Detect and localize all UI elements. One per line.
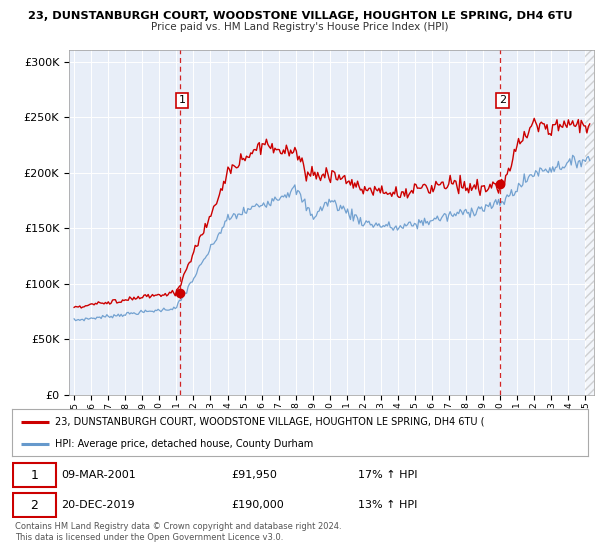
Text: 20-DEC-2019: 20-DEC-2019 bbox=[61, 500, 134, 510]
Text: 17% ↑ HPI: 17% ↑ HPI bbox=[358, 470, 417, 480]
Text: £91,950: £91,950 bbox=[231, 470, 277, 480]
Text: 09-MAR-2001: 09-MAR-2001 bbox=[61, 470, 136, 480]
Text: 2: 2 bbox=[499, 95, 506, 105]
Text: 2: 2 bbox=[31, 498, 38, 512]
FancyBboxPatch shape bbox=[13, 493, 56, 517]
Text: 23, DUNSTANBURGH COURT, WOODSTONE VILLAGE, HOUGHTON LE SPRING, DH4 6TU (: 23, DUNSTANBURGH COURT, WOODSTONE VILLAG… bbox=[55, 417, 485, 427]
Text: 23, DUNSTANBURGH COURT, WOODSTONE VILLAGE, HOUGHTON LE SPRING, DH4 6TU: 23, DUNSTANBURGH COURT, WOODSTONE VILLAG… bbox=[28, 11, 572, 21]
Text: Price paid vs. HM Land Registry's House Price Index (HPI): Price paid vs. HM Land Registry's House … bbox=[151, 22, 449, 32]
Text: 13% ↑ HPI: 13% ↑ HPI bbox=[358, 500, 417, 510]
Text: £190,000: £190,000 bbox=[231, 500, 284, 510]
Text: Contains HM Land Registry data © Crown copyright and database right 2024.: Contains HM Land Registry data © Crown c… bbox=[15, 522, 341, 531]
Text: 1: 1 bbox=[31, 469, 38, 482]
Text: 1: 1 bbox=[179, 95, 185, 105]
Text: HPI: Average price, detached house, County Durham: HPI: Average price, detached house, Coun… bbox=[55, 438, 313, 449]
Text: This data is licensed under the Open Government Licence v3.0.: This data is licensed under the Open Gov… bbox=[15, 533, 283, 542]
FancyBboxPatch shape bbox=[13, 463, 56, 487]
